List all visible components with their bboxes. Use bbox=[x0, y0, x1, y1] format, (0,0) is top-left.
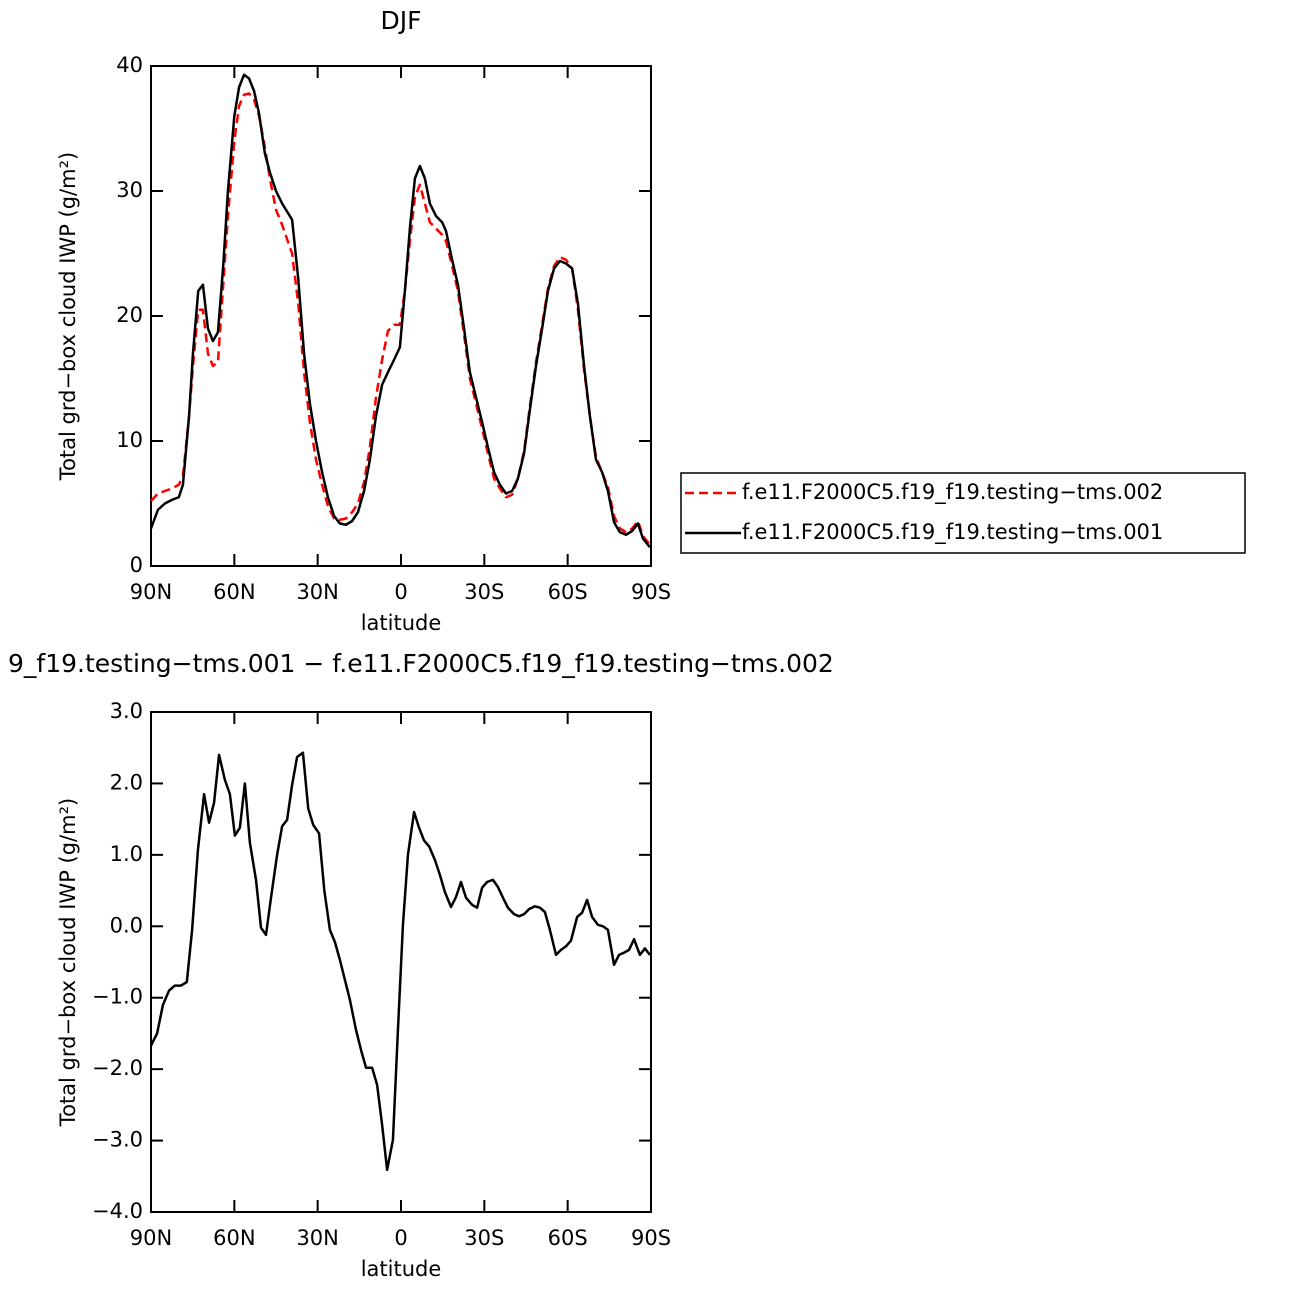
y-tick-label: 2.0 bbox=[110, 770, 143, 794]
x-tick-label: 90S bbox=[631, 580, 671, 604]
chart-title: 9_f19.testing−tms.001 − f.e11.F2000C5.f1… bbox=[8, 649, 834, 678]
data-line bbox=[149, 73, 651, 549]
x-tick-label: 30N bbox=[296, 1226, 338, 1250]
x-tick-label: 60S bbox=[548, 1226, 588, 1250]
y-tick-label: −4.0 bbox=[92, 1199, 143, 1223]
x-tick-label: 30N bbox=[296, 580, 338, 604]
x-tick-label: 60N bbox=[213, 580, 255, 604]
x-tick-label: 60N bbox=[213, 1226, 255, 1250]
y-tick-label: 20 bbox=[116, 303, 143, 327]
y-tick-label: 30 bbox=[116, 178, 143, 202]
x-tick-label: 0 bbox=[394, 1226, 407, 1250]
y-tick-label: 40 bbox=[116, 53, 143, 77]
data-line bbox=[150, 92, 651, 546]
y-axis-label: Total grd−box cloud IWP (g/m²) bbox=[56, 152, 80, 481]
x-tick-label: 0 bbox=[394, 580, 407, 604]
y-tick-label: 0 bbox=[130, 553, 143, 577]
y-tick-label: 0.0 bbox=[110, 913, 143, 937]
data-line bbox=[149, 751, 651, 1172]
y-tick-label: −3.0 bbox=[92, 1128, 143, 1152]
y-axis-label: Total grd−box cloud IWP (g/m²) bbox=[56, 798, 80, 1127]
y-tick-label: −2.0 bbox=[92, 1056, 143, 1080]
legend-box bbox=[680, 472, 1246, 554]
y-tick-label: 3.0 bbox=[110, 699, 143, 723]
x-tick-label: 90N bbox=[130, 1226, 172, 1250]
legend-label: f.e11.F2000C5.f19_f19.testing−tms.001 bbox=[742, 520, 1163, 545]
legend-label: f.e11.F2000C5.f19_f19.testing−tms.002 bbox=[742, 480, 1163, 505]
x-tick-label: 30S bbox=[464, 580, 504, 604]
y-tick-label: −1.0 bbox=[92, 985, 143, 1009]
y-tick-label: 10 bbox=[116, 428, 143, 452]
x-tick-label: 30S bbox=[464, 1226, 504, 1250]
y-tick-label: 1.0 bbox=[110, 842, 143, 866]
chart-title: DJF bbox=[380, 6, 421, 35]
x-tick-label: 90N bbox=[130, 580, 172, 604]
x-tick-label: 60S bbox=[548, 580, 588, 604]
x-tick-label: 90S bbox=[631, 1226, 671, 1250]
x-axis-label: latitude bbox=[361, 611, 442, 635]
x-axis-label: latitude bbox=[361, 1257, 442, 1281]
